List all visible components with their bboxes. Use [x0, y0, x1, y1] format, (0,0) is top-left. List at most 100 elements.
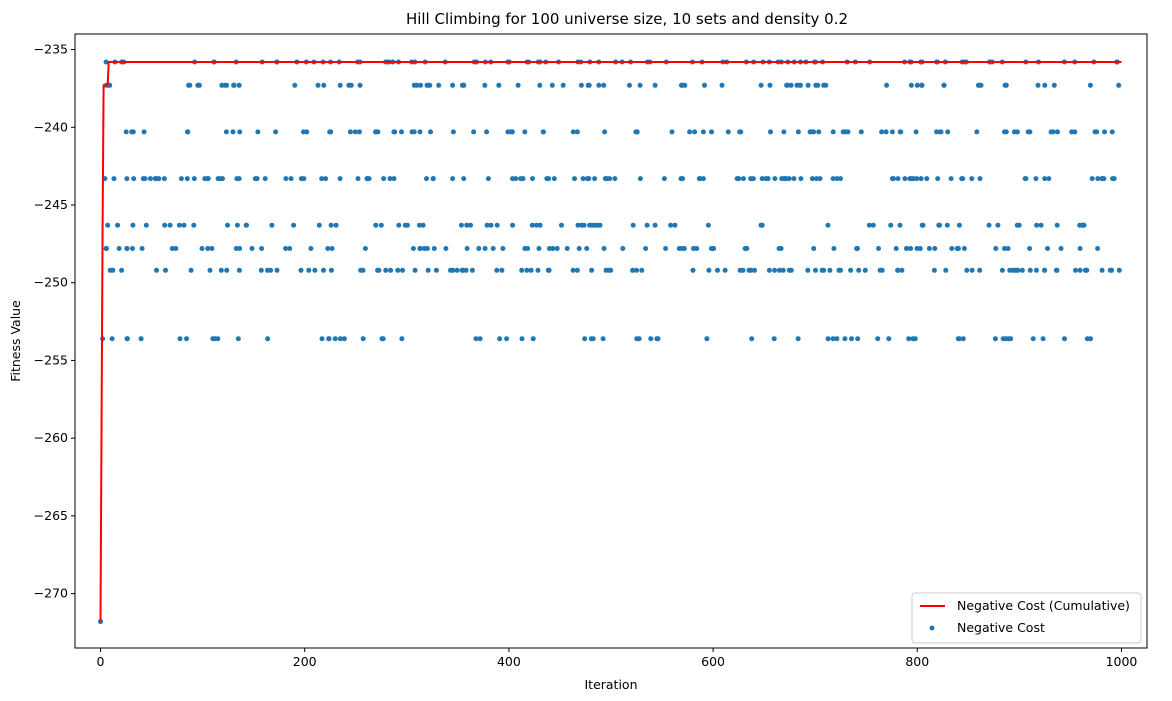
scatter-point	[1042, 267, 1047, 273]
scatter-point	[848, 267, 854, 273]
scatter-point	[584, 246, 590, 251]
scatter-point	[602, 129, 608, 135]
scatter-point	[944, 222, 950, 228]
scatter-point	[509, 129, 515, 135]
scatter-point	[706, 267, 712, 273]
scatter-point	[1033, 176, 1039, 182]
scatter-point	[559, 222, 564, 228]
scatter-point	[819, 267, 825, 273]
scatter-point	[395, 267, 401, 273]
scatter-point	[902, 176, 908, 182]
scatter-point	[154, 267, 159, 273]
scatter-point	[428, 129, 433, 135]
scatter-point	[870, 222, 876, 228]
scatter-point	[461, 82, 467, 88]
scatter-point	[430, 176, 436, 182]
scatter-point	[184, 336, 189, 342]
scatter-point	[518, 176, 524, 182]
scatter-point	[830, 176, 836, 182]
scatter-point	[678, 176, 684, 182]
scatter-point	[855, 336, 861, 342]
x-tick-label: 800	[905, 654, 929, 669]
scatter-point	[207, 267, 213, 273]
scatter-point	[476, 246, 482, 251]
scatter-point	[817, 176, 823, 182]
cumulative-line	[99, 61, 1122, 622]
scatter-point	[411, 129, 417, 135]
y-tick-label: −245	[34, 197, 68, 212]
y-tick-label: −265	[34, 508, 68, 523]
scatter-point	[529, 222, 535, 228]
scatter-point	[1019, 267, 1025, 273]
scatter-point	[249, 246, 255, 251]
scatter-point	[620, 246, 626, 251]
scatter-point	[934, 129, 940, 135]
scatter-point	[488, 222, 494, 228]
scatter-point	[1109, 129, 1115, 135]
scatter-point	[243, 222, 249, 228]
scatter-point	[417, 129, 423, 135]
scatter-point	[545, 267, 551, 273]
scatter-point	[274, 267, 280, 273]
scatter-point	[356, 129, 362, 135]
scatter-point	[417, 222, 422, 228]
scatter-point	[776, 246, 782, 251]
scatter-point	[292, 82, 298, 88]
scatter-point	[519, 267, 525, 273]
scatter-point	[758, 82, 764, 88]
scatter-point	[592, 176, 598, 182]
scatter-point	[1025, 129, 1031, 135]
scatter-point	[696, 176, 702, 182]
scatter-point	[551, 176, 557, 182]
scatter-point	[1005, 246, 1011, 251]
scatter-point	[549, 82, 555, 88]
scatter-point	[969, 176, 975, 182]
scatter-point	[948, 176, 954, 182]
scatter-point	[387, 176, 393, 182]
scatter-point	[1000, 336, 1006, 342]
scatter-point	[362, 246, 368, 251]
scatter-point	[116, 246, 122, 251]
scatter-point	[582, 336, 588, 342]
scatter-point	[173, 246, 179, 251]
scatter-point	[424, 82, 430, 88]
scatter-point	[234, 222, 240, 228]
scatter-point	[162, 222, 168, 228]
scatter-point	[1015, 267, 1021, 273]
scatter-point	[838, 176, 843, 182]
scatter-point	[400, 267, 405, 273]
scatter-point	[669, 129, 675, 135]
scatter-point	[1111, 176, 1117, 182]
scatter-point	[637, 176, 643, 182]
scatter-point	[528, 267, 534, 273]
scatter-point	[679, 82, 685, 88]
scatter-point	[920, 222, 926, 228]
scatter-point	[391, 176, 397, 182]
scatter-point	[273, 129, 279, 135]
scatter-point	[643, 246, 649, 251]
scatter-point	[205, 176, 210, 182]
scatter-point	[109, 336, 115, 342]
scatter-point	[899, 267, 905, 273]
scatter-point	[315, 82, 321, 88]
scatter-point	[156, 176, 162, 182]
scatter-point	[777, 267, 782, 273]
scatter-point	[337, 336, 343, 342]
scatter-point	[463, 267, 469, 273]
scatter-point	[758, 222, 764, 228]
scatter-point	[143, 222, 149, 228]
scatter-point	[823, 82, 829, 88]
scatter-point	[325, 246, 331, 251]
scatter-point	[765, 176, 771, 182]
scatter-point	[332, 336, 338, 342]
scatter-point	[576, 246, 582, 251]
scatter-point	[177, 336, 183, 342]
scatter-point	[323, 176, 329, 182]
scatter-point	[759, 176, 765, 182]
x-tick-label: 0	[97, 654, 105, 669]
scatter-point	[123, 129, 129, 135]
scatter-point	[535, 267, 541, 273]
scatter-point	[630, 267, 636, 273]
scatter-point	[103, 59, 109, 65]
